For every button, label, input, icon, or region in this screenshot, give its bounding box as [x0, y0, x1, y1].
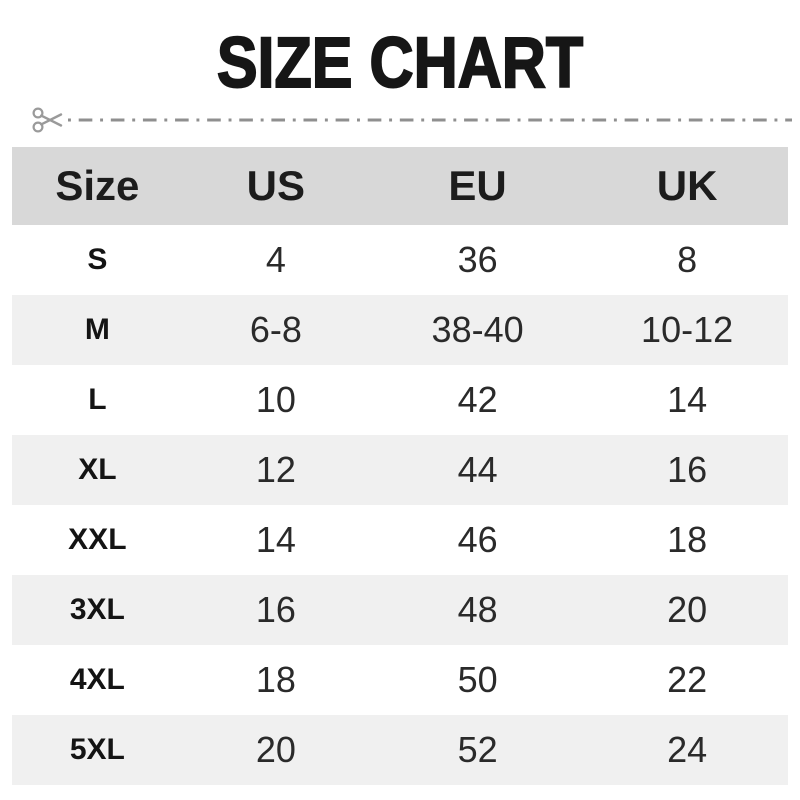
column-header-eu: EU	[448, 162, 507, 209]
eu-value: 50	[457, 659, 498, 700]
table-row: 3XL 16 48 20	[12, 575, 788, 645]
table-row: S 4 36 8	[12, 225, 788, 295]
us-value: 14	[255, 519, 296, 560]
column-header-size: Size	[55, 162, 140, 209]
uk-value: 18	[667, 519, 708, 560]
size-label: 5XL	[69, 733, 125, 766]
us-value: 10	[255, 379, 296, 420]
size-label: M	[84, 313, 110, 346]
eu-value: 36	[457, 239, 498, 280]
eu-value: 44	[457, 449, 498, 490]
us-value: 4	[265, 239, 286, 280]
eu-value: 48	[457, 589, 498, 630]
uk-value: 8	[677, 239, 698, 280]
eu-value: 42	[457, 379, 498, 420]
table-row: L 10 42 14	[12, 365, 788, 435]
table-row: 4XL 18 50 22	[12, 645, 788, 715]
us-value: 18	[255, 659, 296, 700]
us-value: 20	[255, 729, 296, 770]
eu-value: 46	[457, 519, 498, 560]
table-row: XXL 14 46 18	[12, 505, 788, 575]
uk-value: 16	[667, 449, 708, 490]
scissors-icon	[32, 107, 63, 133]
page-title: SIZE CHART	[216, 24, 584, 103]
table-row: 5XL 20 52 24	[12, 715, 788, 785]
uk-value: 20	[667, 589, 708, 630]
column-header-us: US	[246, 162, 306, 209]
table-row: XL 12 44 16	[12, 435, 788, 505]
size-label: XXL	[68, 523, 127, 556]
size-label: S	[87, 243, 108, 276]
size-label: L	[88, 383, 107, 416]
eu-value: 38-40	[431, 309, 524, 350]
size-table: Size US EU UK S 4 36 8 M 6-8 38-40 10-12…	[12, 147, 788, 785]
size-label: XL	[78, 453, 117, 486]
us-value: 16	[255, 589, 296, 630]
table-header-row: Size US EU UK	[12, 147, 788, 225]
uk-value: 10-12	[641, 309, 734, 350]
uk-value: 22	[667, 659, 708, 700]
us-value: 6-8	[249, 309, 302, 350]
uk-value: 24	[667, 729, 708, 770]
cut-line	[30, 100, 792, 140]
size-label: 4XL	[69, 663, 125, 696]
dashed-cut-line	[68, 118, 792, 122]
us-value: 12	[255, 449, 296, 490]
eu-value: 52	[457, 729, 498, 770]
size-label: 3XL	[69, 593, 125, 626]
uk-value: 14	[667, 379, 708, 420]
table-row: M 6-8 38-40 10-12	[12, 295, 788, 365]
column-header-uk: UK	[656, 162, 718, 209]
